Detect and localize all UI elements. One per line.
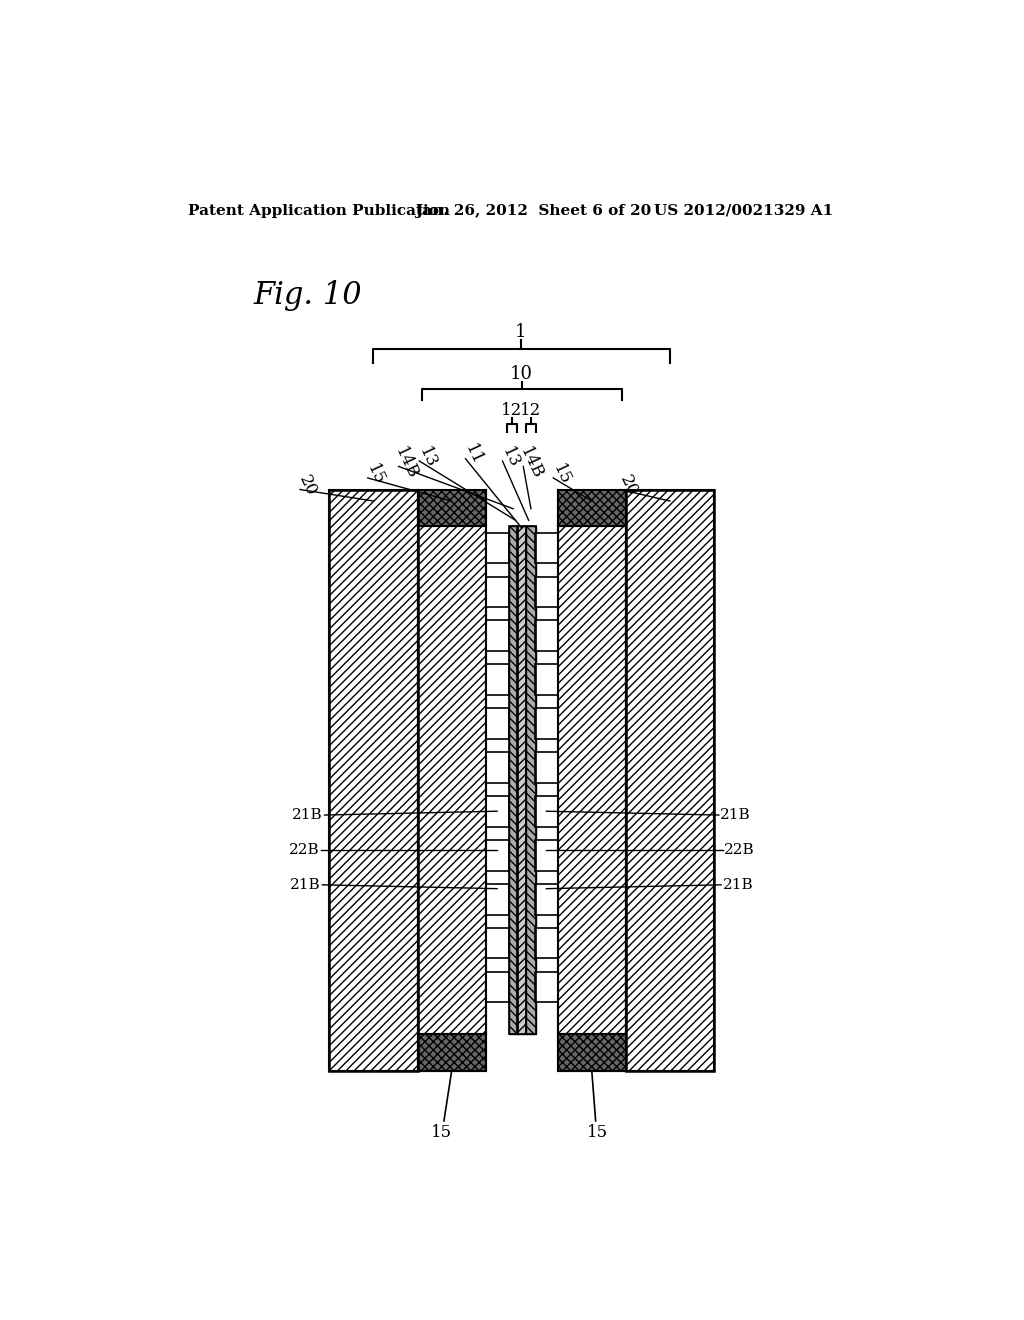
Bar <box>485 577 509 607</box>
Bar <box>558 1034 626 1071</box>
Text: Fig. 10: Fig. 10 <box>254 280 362 312</box>
Text: 12: 12 <box>520 401 542 418</box>
Text: 22B: 22B <box>724 843 755 857</box>
Text: 15: 15 <box>431 1123 453 1140</box>
Text: 20: 20 <box>296 473 319 499</box>
Text: 15: 15 <box>549 461 573 487</box>
Bar <box>535 928 558 958</box>
Text: 21B: 21B <box>290 878 321 892</box>
Text: 15: 15 <box>364 461 388 487</box>
Bar <box>526 527 536 1034</box>
Text: 15: 15 <box>588 1123 608 1140</box>
Bar <box>558 527 626 1034</box>
Text: US 2012/0021329 A1: US 2012/0021329 A1 <box>654 203 834 218</box>
Bar <box>535 708 558 739</box>
Text: 21B: 21B <box>723 878 754 892</box>
Bar <box>330 490 418 1071</box>
Bar <box>485 972 509 1002</box>
Text: Patent Application Publication: Patent Application Publication <box>188 203 451 218</box>
Bar <box>485 708 509 739</box>
Text: 21B: 21B <box>293 808 323 822</box>
Bar <box>418 527 485 1034</box>
Bar <box>526 527 536 1034</box>
Text: 13: 13 <box>415 445 439 471</box>
Bar <box>535 620 558 651</box>
Bar <box>558 490 626 527</box>
Text: 10: 10 <box>510 366 534 383</box>
Text: 1: 1 <box>515 323 526 342</box>
Bar <box>330 490 418 1071</box>
Bar <box>509 527 518 1034</box>
Bar <box>485 884 509 915</box>
Bar <box>535 884 558 915</box>
Text: 21B: 21B <box>720 808 751 822</box>
Bar <box>535 796 558 826</box>
Text: Jan. 26, 2012  Sheet 6 of 20: Jan. 26, 2012 Sheet 6 of 20 <box>416 203 651 218</box>
Bar <box>535 972 558 1002</box>
Bar <box>418 490 485 527</box>
Text: 22B: 22B <box>289 843 319 857</box>
Bar <box>485 533 509 564</box>
Bar <box>485 840 509 871</box>
Bar <box>626 490 714 1071</box>
Bar <box>535 664 558 696</box>
Bar <box>485 796 509 826</box>
Text: 14B: 14B <box>516 444 546 482</box>
Bar <box>535 752 558 783</box>
Bar <box>535 840 558 871</box>
Text: 12: 12 <box>501 401 522 418</box>
Text: 20: 20 <box>615 473 640 499</box>
Bar <box>535 577 558 607</box>
Text: 14B: 14B <box>391 444 421 482</box>
Text: 11: 11 <box>461 442 485 469</box>
Bar <box>509 527 518 1034</box>
Bar <box>485 752 509 783</box>
Bar <box>535 533 558 564</box>
Bar <box>626 490 714 1071</box>
Bar <box>418 1034 485 1071</box>
Bar <box>485 664 509 696</box>
Bar <box>517 527 526 1034</box>
Bar <box>485 928 509 958</box>
Bar <box>517 527 526 1034</box>
Bar <box>485 620 509 651</box>
Text: 13: 13 <box>498 445 522 471</box>
